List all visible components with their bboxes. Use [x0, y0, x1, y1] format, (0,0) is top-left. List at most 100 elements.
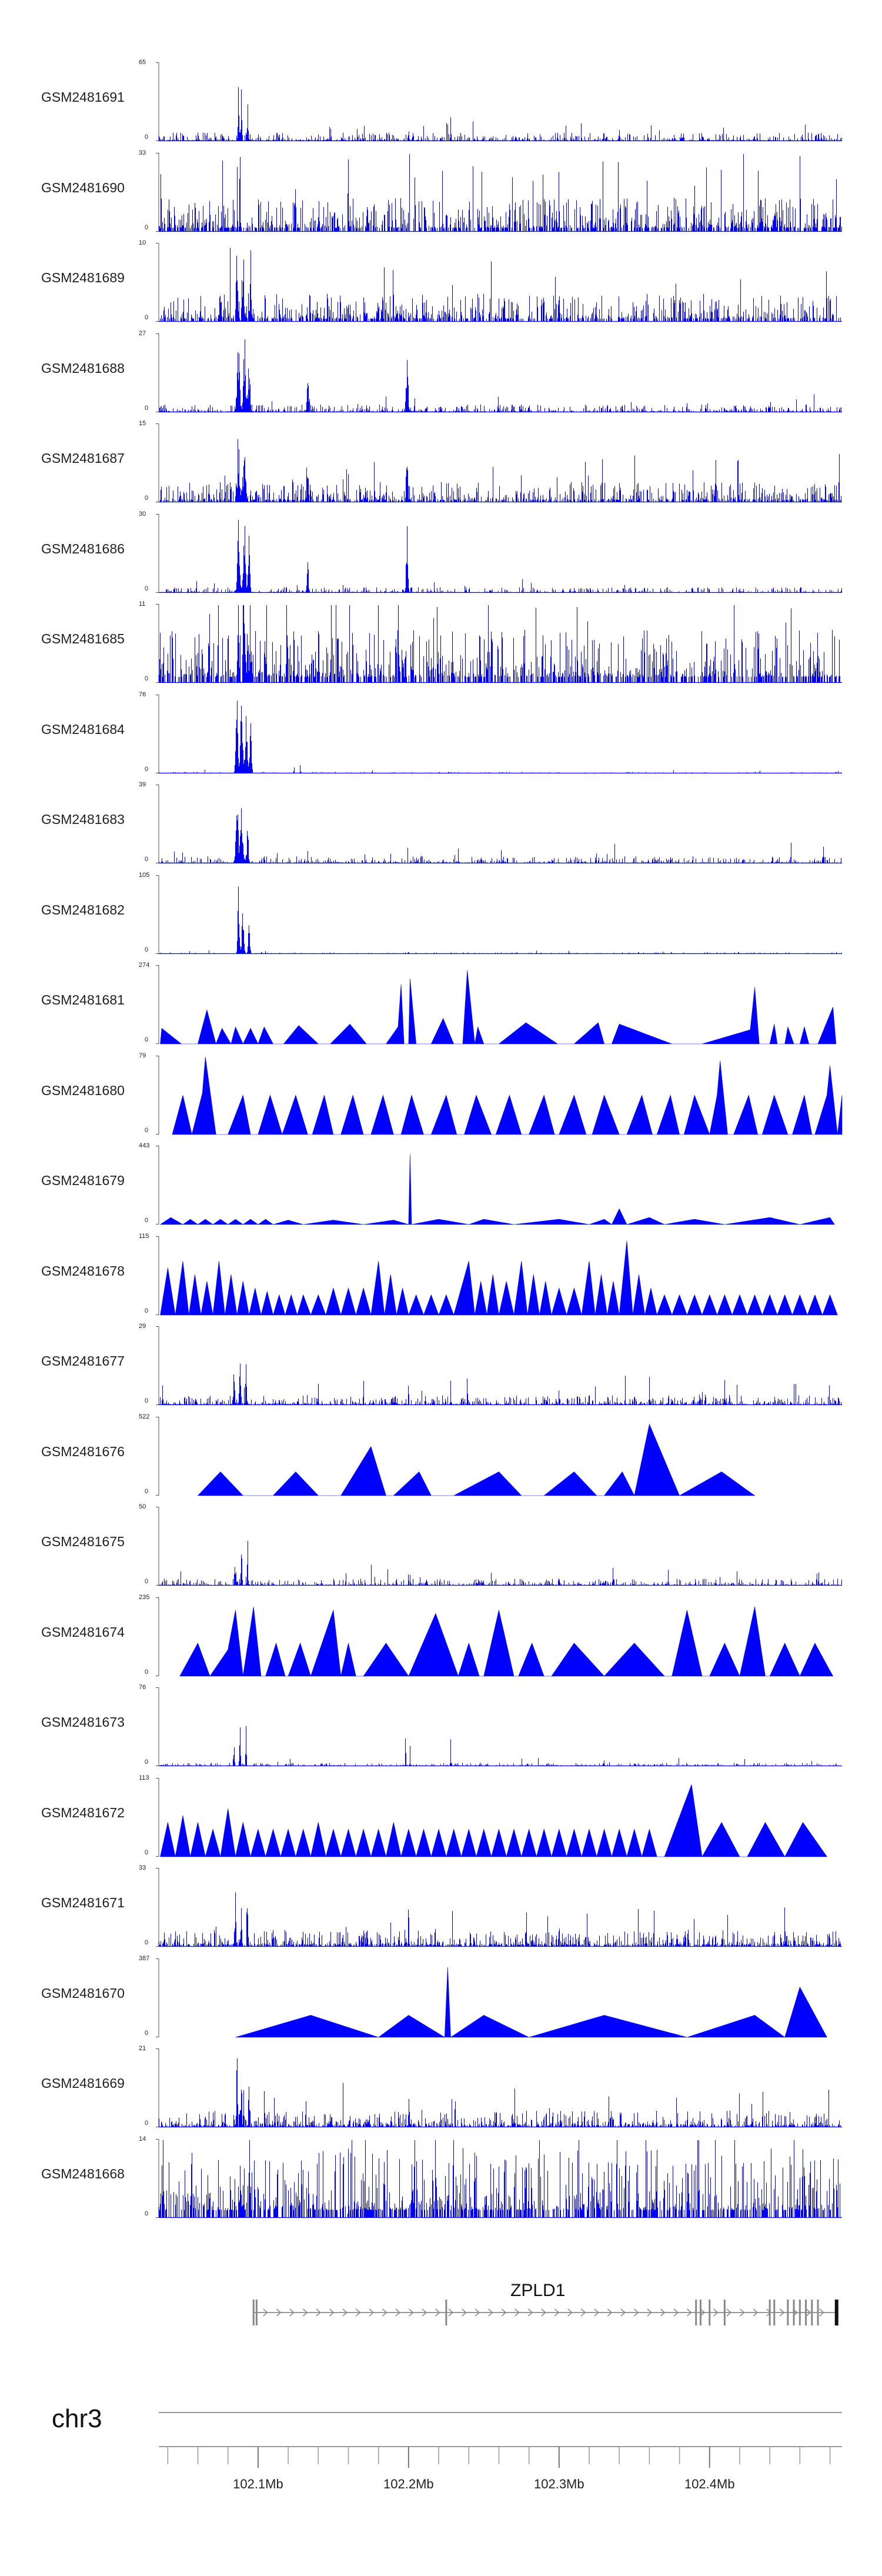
track-ymax-label: 522 — [139, 1413, 150, 1420]
track-GSM2481670: GSM2481670 387 0 — [0, 1955, 882, 2046]
track-plot — [156, 1416, 756, 1496]
track-GSM2481689: GSM2481689 10 0 — [0, 239, 882, 330]
track-label: GSM2481673 — [41, 1714, 125, 1730]
exon — [699, 2300, 701, 2325]
strand-arrow-icon — [673, 2308, 679, 2317]
track-GSM2481690: GSM2481690 33 0 — [0, 149, 882, 240]
track-ymax-label: 15 — [139, 420, 146, 427]
track-ymin-label: 0 — [145, 1487, 149, 1495]
track-label: GSM2481689 — [41, 270, 125, 285]
coverage-signal — [159, 808, 841, 863]
coverage-area — [160, 1240, 838, 1316]
track-GSM2481691: GSM2481691 65 0 — [0, 59, 882, 149]
track-plot — [156, 1055, 843, 1135]
strand-arrow-icon — [329, 2308, 335, 2317]
track-label: GSM2481683 — [41, 812, 125, 827]
track-plot — [156, 243, 842, 322]
strand-arrow-icon — [435, 2308, 440, 2317]
track-GSM2481668: GSM2481668 14 0 — [0, 2135, 882, 2226]
strand-arrow-icon — [422, 2308, 427, 2317]
coverage-area — [197, 1423, 756, 1496]
exon — [817, 2300, 819, 2325]
strand-arrow-icon — [753, 2308, 759, 2317]
track-ymax-label: 387 — [139, 1954, 150, 1962]
track-GSM2481685: GSM2481685 11 0 — [0, 600, 882, 691]
axis-tick-label: 102.2Mb — [383, 2477, 434, 2491]
track-ymax-label: 105 — [139, 871, 150, 879]
track-ymin-label: 0 — [145, 946, 149, 953]
strand-arrow-icon — [263, 2308, 268, 2317]
coverage-signal — [159, 886, 842, 954]
track-plot — [156, 1507, 842, 1586]
track-ymax-label: 235 — [139, 1593, 150, 1601]
track-ymax-label: 14 — [139, 2135, 146, 2143]
track-label: GSM2481669 — [41, 2076, 125, 2091]
strand-arrow-icon — [514, 2308, 520, 2317]
track-plot — [156, 333, 842, 412]
coverage-signal — [159, 1892, 841, 1947]
exon — [769, 2300, 771, 2325]
track-plot — [156, 604, 842, 683]
track-GSM2481675: GSM2481675 50 0 — [0, 1503, 882, 1594]
strand-arrow-icon — [620, 2308, 626, 2317]
track-GSM2481677: GSM2481677 29 0 — [0, 1323, 882, 1413]
track-ymax-label: 76 — [139, 1684, 146, 1691]
strand-arrow-icon — [501, 2308, 507, 2317]
coverage-area — [160, 970, 837, 1045]
track-ymin-label: 0 — [145, 1759, 149, 1766]
track-GSM2481676: GSM2481676 522 0 — [0, 1413, 882, 1504]
gene-model-panel — [0, 2270, 882, 2358]
track-plot — [156, 875, 842, 954]
axis-tick-label: 102.1Mb — [233, 2477, 283, 2491]
strand-arrow-icon — [355, 2308, 361, 2317]
coverage-area — [179, 1606, 834, 1677]
track-ymin-label: 0 — [145, 585, 149, 592]
coverage-area — [172, 1056, 843, 1135]
coverage-signal — [159, 519, 842, 593]
track-plot — [156, 2048, 842, 2128]
strand-arrow-icon — [607, 2308, 613, 2317]
track-label: GSM2481691 — [41, 89, 125, 105]
strand-arrow-icon — [567, 2308, 573, 2317]
strand-arrow-icon — [686, 2308, 692, 2317]
track-label: GSM2481686 — [41, 540, 125, 556]
track-label: GSM2481676 — [41, 1443, 125, 1459]
track-GSM2481686: GSM2481686 30 0 — [0, 510, 882, 601]
strand-arrow-icon — [382, 2308, 387, 2317]
track-plot — [156, 2138, 842, 2218]
strand-arrow-icon — [316, 2308, 321, 2317]
track-GSM2481683: GSM2481683 39 0 — [0, 781, 882, 872]
coverage-signal — [159, 2058, 841, 2127]
track-label: GSM2481672 — [41, 1804, 125, 1820]
track-label: GSM2481668 — [41, 2165, 125, 2181]
strand-arrow-icon — [462, 2308, 467, 2317]
track-plot — [156, 1146, 835, 1225]
strand-arrow-icon — [647, 2308, 653, 2317]
coverage-signal — [159, 700, 842, 773]
track-GSM2481681: GSM2481681 274 0 — [0, 962, 882, 1052]
strand-arrow-icon — [580, 2308, 586, 2317]
track-ymax-label: 21 — [139, 2045, 146, 2052]
exon — [709, 2300, 711, 2325]
coverage-signal — [159, 2140, 840, 2218]
track-GSM2481672: GSM2481672 113 0 — [0, 1774, 882, 1865]
strand-arrow-icon — [740, 2308, 745, 2317]
coverage-area — [159, 1154, 835, 1225]
track-ymin-label: 0 — [145, 495, 149, 502]
track-GSM2481680: GSM2481680 79 0 — [0, 1052, 882, 1143]
coverage-area — [235, 1967, 827, 2038]
track-plot — [156, 152, 842, 232]
strand-arrow-icon — [342, 2308, 348, 2317]
track-label: GSM2481677 — [41, 1353, 125, 1369]
strand-arrow-icon — [448, 2308, 454, 2317]
track-plot — [156, 1868, 842, 1947]
strand-arrow-icon — [713, 2308, 719, 2317]
strand-arrow-icon — [554, 2308, 560, 2317]
coverage-signal — [160, 439, 841, 502]
coverage-signal — [159, 1363, 841, 1405]
track-ymax-label: 113 — [139, 1774, 149, 1781]
exon — [695, 2300, 697, 2325]
track-plot — [156, 1236, 838, 1316]
track-plot — [156, 1777, 827, 1857]
track-ymin-label: 0 — [145, 1578, 149, 1585]
